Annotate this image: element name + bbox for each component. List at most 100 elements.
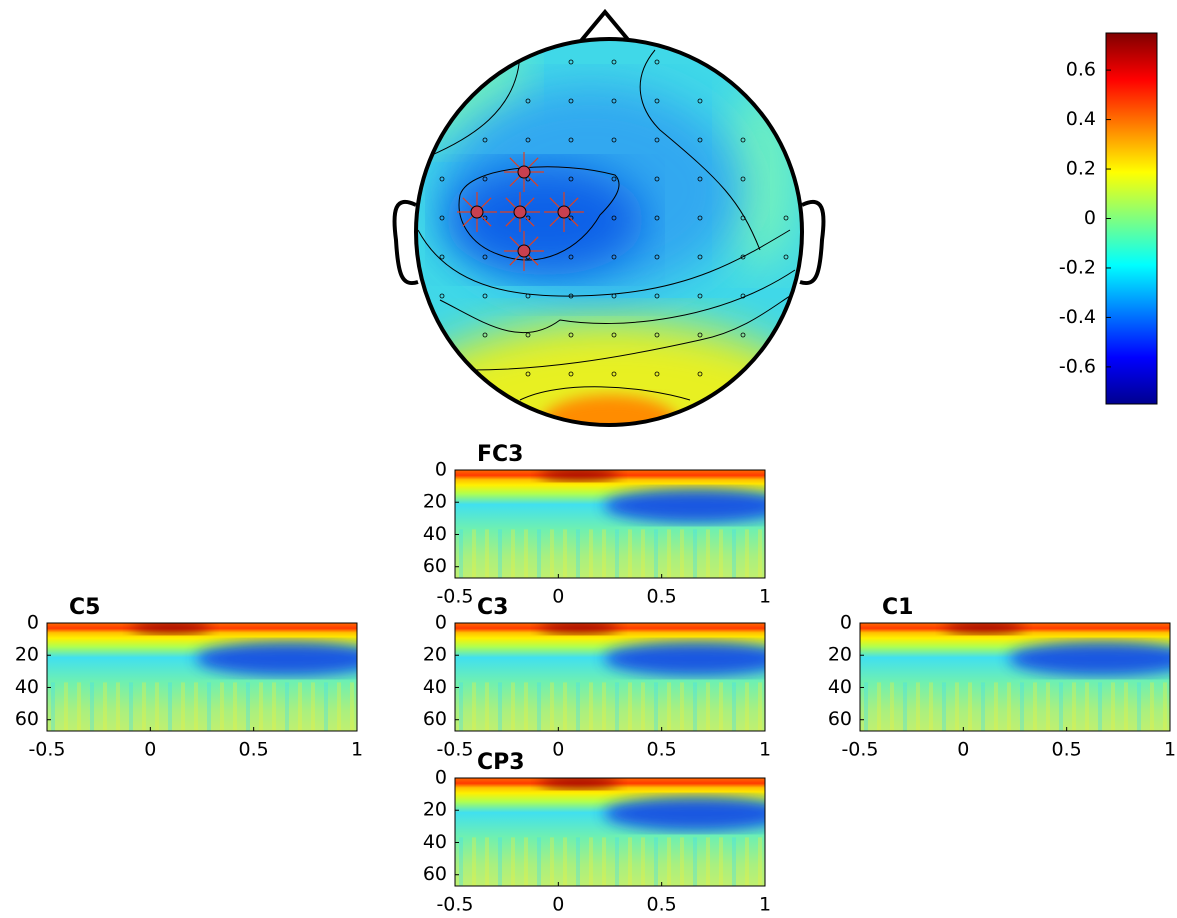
tf-stripe [602, 682, 606, 731]
colorbar-tick-label: 0.4 [1066, 108, 1096, 130]
tf-stripe [90, 682, 94, 731]
tf-stripe [537, 682, 541, 731]
panel-frame [454, 777, 766, 887]
tf-stripe [285, 682, 289, 731]
tf-stripe [667, 682, 671, 731]
tf-stripe [732, 529, 736, 578]
tf-stripe [693, 837, 697, 886]
tf-map [47, 623, 357, 731]
electrode [740, 332, 746, 338]
right-ear [799, 199, 826, 286]
tf-stripe [680, 837, 684, 886]
electrode [568, 371, 574, 377]
tf-stripe [745, 682, 749, 731]
tf-stripe [916, 682, 920, 731]
electrode [697, 176, 703, 182]
tf-stripe [615, 529, 619, 578]
tf-stripe [272, 682, 276, 731]
tf-stripe [864, 682, 868, 731]
tf-stripe [576, 837, 580, 886]
tf-stripe [472, 682, 476, 731]
tf-stripe [758, 682, 762, 731]
electrode-marker [517, 244, 531, 258]
tf-stripe [550, 529, 554, 578]
panel-title: FC3 [477, 442, 523, 467]
tf-stripe [550, 837, 554, 886]
electrode-marker [470, 205, 484, 219]
tf-stripe [667, 837, 671, 886]
tf-stripe [628, 682, 632, 731]
x-tick-label: -0.5 [841, 739, 878, 761]
tf-stripe [311, 682, 315, 731]
tf-stripe [1098, 682, 1102, 731]
tf-stripe [485, 529, 489, 578]
y-tick-label: 60 [15, 708, 39, 730]
tf-stripe [220, 682, 224, 731]
electrode [654, 332, 660, 338]
y-tick-label: 20 [828, 644, 852, 666]
tf-stripe [524, 529, 528, 578]
tf-stripe [719, 837, 723, 886]
tf-stripe [654, 682, 658, 731]
x-tick-label: 0 [957, 739, 969, 761]
tf-desync [195, 641, 357, 676]
tf-stripe [1137, 682, 1141, 731]
tf-stripe [350, 682, 354, 731]
y-tick-label: 40 [423, 523, 447, 545]
panel-title: C3 [477, 595, 508, 620]
x-tick-label: 1 [759, 586, 771, 608]
tf-stripe [641, 837, 645, 886]
tf-background [455, 778, 765, 886]
electrode [697, 371, 703, 377]
electrode [740, 254, 746, 260]
x-tick-label: 0.5 [239, 739, 269, 761]
head-outline [414, 37, 804, 427]
electrode [568, 332, 574, 338]
x-tick-label: 0 [552, 894, 564, 916]
electrode [568, 59, 574, 65]
tf-stripe [1033, 682, 1037, 731]
electrode [611, 293, 617, 299]
y-tick-label: 0 [435, 459, 447, 481]
tf-stripe [129, 682, 133, 731]
x-tick-label: 1 [759, 894, 771, 916]
electrode [654, 293, 660, 299]
tf-stripe [1020, 682, 1024, 731]
x-tick-label: 0.5 [647, 586, 677, 608]
y-tick-label: 60 [423, 708, 447, 730]
tf-stripe [485, 837, 489, 886]
x-tick-label: 0.5 [1052, 739, 1082, 761]
tf-stripe [680, 529, 684, 578]
y-tick-label: 40 [828, 676, 852, 698]
tf-desync [603, 488, 765, 523]
electrode [439, 176, 445, 182]
tf-stripe [615, 837, 619, 886]
panel-title: CP3 [477, 750, 525, 775]
electrode [611, 371, 617, 377]
tf-stripe [641, 529, 645, 578]
tf-stripe [589, 529, 593, 578]
tf-desync [603, 796, 765, 831]
tf-stripe [511, 837, 515, 886]
panel-frame [454, 469, 766, 579]
electrode [525, 137, 531, 143]
tf-stripe [1124, 682, 1128, 731]
tf-stripe [968, 682, 972, 731]
electrode [740, 293, 746, 299]
tf-stripe [1072, 682, 1076, 731]
colorbar-tick-label: 0.2 [1066, 158, 1096, 180]
tf-stripe [719, 529, 723, 578]
tf-stripe [745, 837, 749, 886]
tf-stripe [233, 682, 237, 731]
tf-stripe [207, 682, 211, 731]
nose [578, 8, 632, 44]
electrode-marker [517, 165, 531, 179]
tf-stripe [877, 682, 881, 731]
y-tick-label: 40 [15, 676, 39, 698]
tf-stripe [1085, 682, 1089, 731]
colorbar-tick-label: -0.6 [1059, 355, 1096, 377]
tf-stripe [693, 682, 697, 731]
tf-stripe [511, 682, 515, 731]
electrode [697, 215, 703, 221]
tf-stripe [155, 682, 159, 731]
